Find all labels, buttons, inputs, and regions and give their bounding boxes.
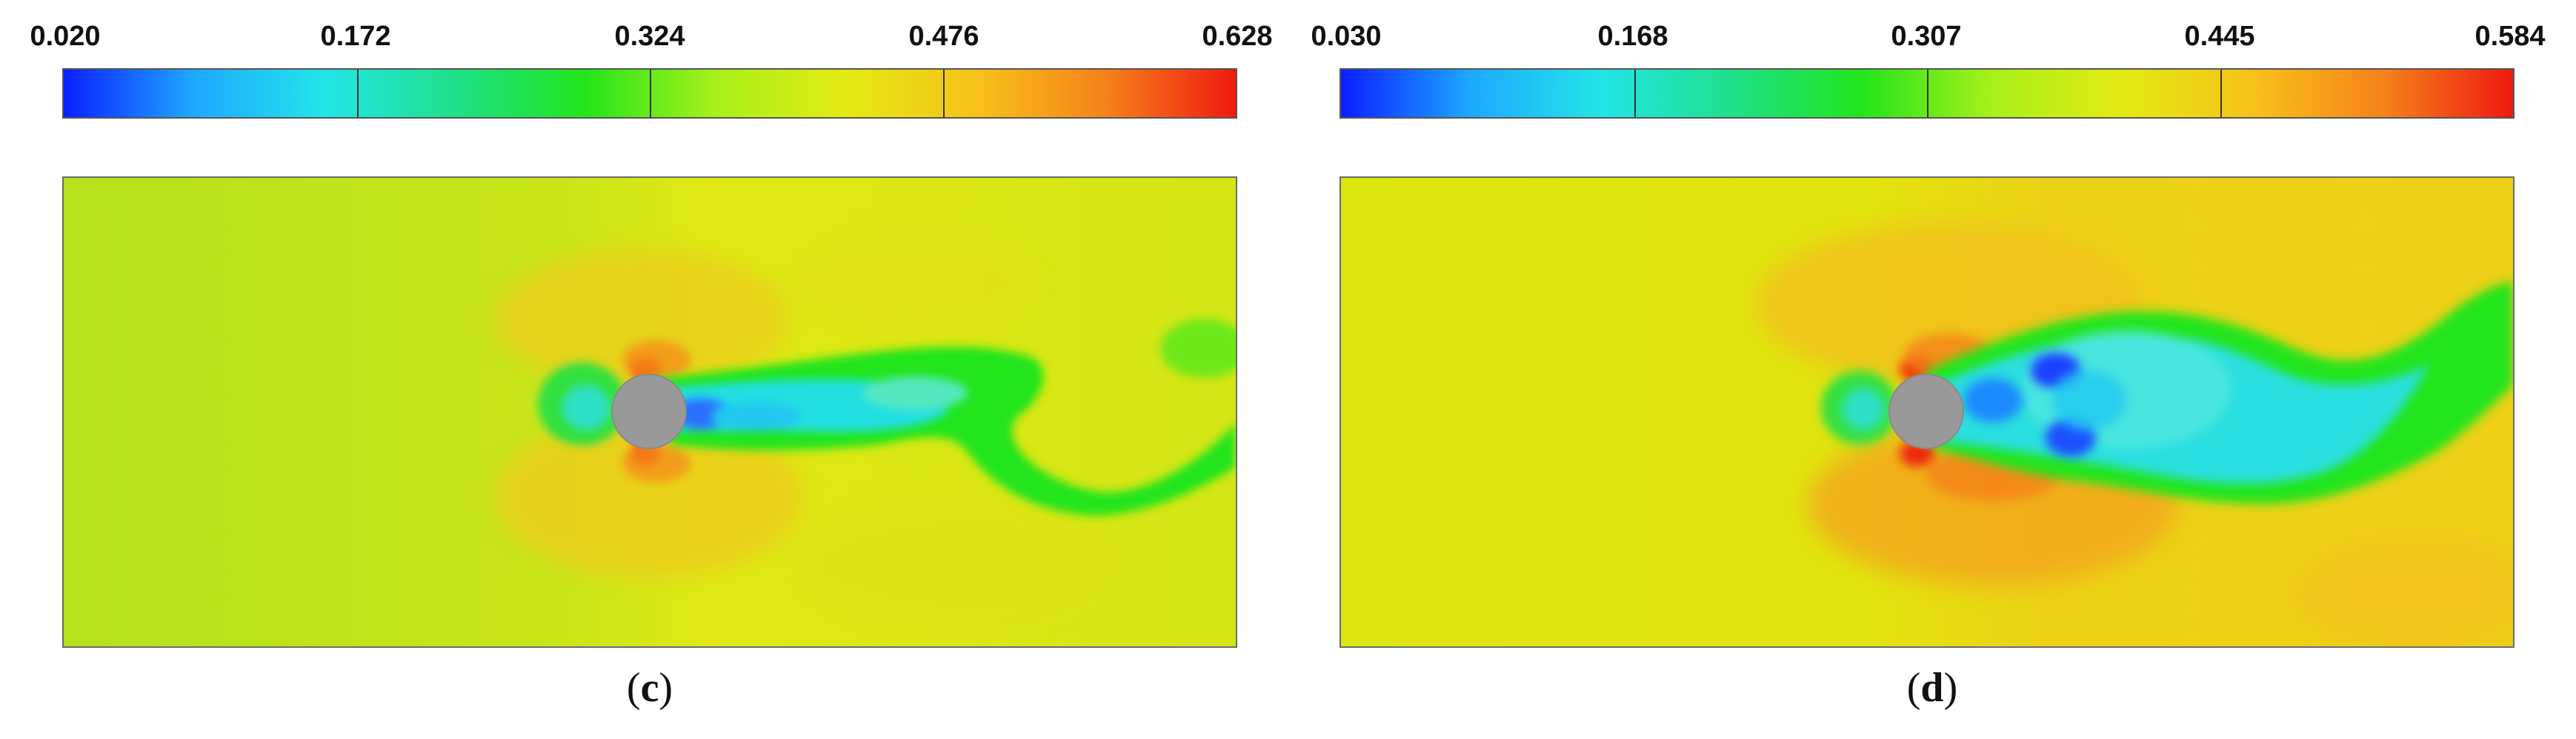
velocity-field-c xyxy=(62,176,1237,648)
caption-d: (d) xyxy=(1906,665,1958,711)
colorbar-tick-label: 0.445 xyxy=(2184,21,2255,52)
cylinder xyxy=(1888,374,1964,449)
colorbar-tick-label: 0.476 xyxy=(908,21,979,52)
colorbar-tick-label: 0.584 xyxy=(2475,21,2546,52)
colorbar-tick-label: 0.172 xyxy=(320,21,391,52)
colorbar-c xyxy=(62,68,1237,119)
colorbar-tick-label: 0.628 xyxy=(1202,21,1273,52)
colorbar-d xyxy=(1339,68,2515,119)
caption-letter: d xyxy=(1920,665,1944,711)
colorbar-tick-label: 0.168 xyxy=(1597,21,1668,52)
velocity-field-d xyxy=(1339,176,2515,648)
panel-d: 0.030 0.168 0.307 0.445 0.584 xyxy=(1288,0,2576,739)
caption-c: (c) xyxy=(626,665,673,711)
colorbar-tick-mark xyxy=(356,70,359,117)
colorbar-tick-label: 0.030 xyxy=(1311,21,1382,52)
colorbar-tick-mark xyxy=(942,70,945,117)
caption-letter: c xyxy=(640,665,659,711)
panel-c: 0.020 0.172 0.324 0.476 0.628 xyxy=(30,21,1273,711)
colorbar-tick-label: 0.307 xyxy=(1891,21,1962,52)
colorbar-tick-mark xyxy=(2220,70,2222,117)
colorbar-tick-mark xyxy=(1634,70,1636,117)
colorbar-tick-mark xyxy=(1927,70,1928,117)
cylinder xyxy=(611,374,687,449)
colorbar-tick-label: 0.324 xyxy=(614,21,685,52)
colorbar-tick-label: 0.020 xyxy=(30,21,101,52)
colorbar-tick-mark xyxy=(650,70,651,117)
